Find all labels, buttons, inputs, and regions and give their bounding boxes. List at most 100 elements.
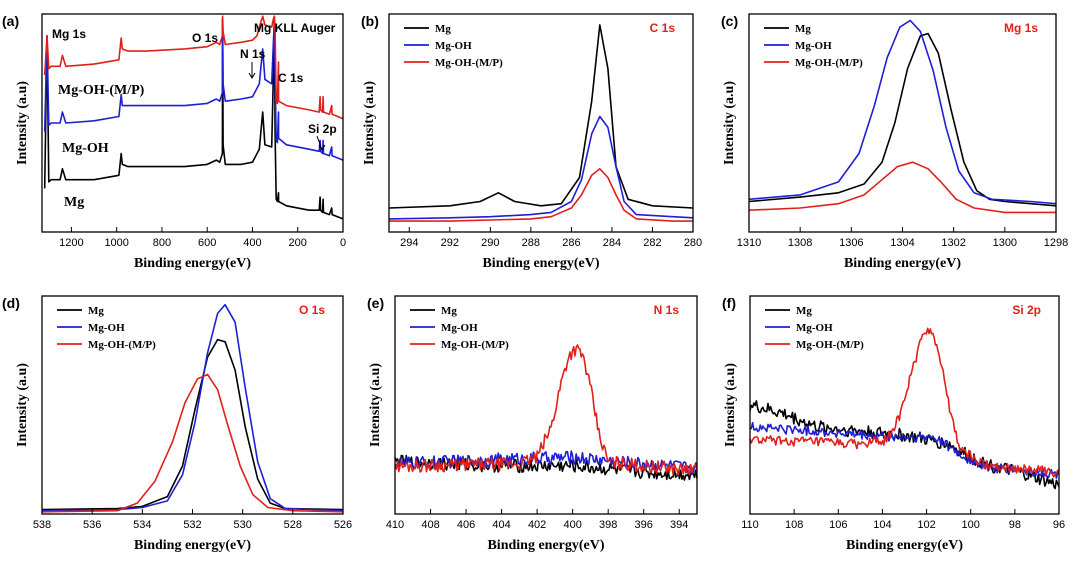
panel-f: 110 108 106 104 102 100 98 96 Binding energy(eV)… <box>722 295 1065 553</box>
peak-annotation: C 1s <box>278 71 304 85</box>
x-tick-label: 534 <box>133 519 151 531</box>
x-tick-label: 406 <box>457 519 475 531</box>
x-axis-label: Binding energy(eV) <box>482 256 599 271</box>
x-tick-label: 100 <box>962 519 980 531</box>
x-tick-label: 1000 <box>104 237 128 249</box>
panel-b: 294 292 290 288 286 284 282 280 Binding energy(e… <box>361 13 702 271</box>
x-tick-label: 528 <box>284 519 302 531</box>
series-line-mg-oh-m-p- <box>394 344 698 476</box>
peak-annotation: N 1s <box>240 47 266 61</box>
x-tick-label: 1306 <box>839 237 863 249</box>
series-line-mg-oh <box>748 19 1057 205</box>
panel-letter: (c) <box>721 13 738 29</box>
x-tick-label: 292 <box>441 237 459 249</box>
x-tick-label: 1200 <box>59 237 83 249</box>
x-tick-label: 1300 <box>993 237 1017 249</box>
x-tick-label: 294 <box>400 237 418 249</box>
legend-label: Mg-OH <box>795 40 832 52</box>
peak-annotation: Mg 1s <box>52 27 86 41</box>
legend-label: Mg-OH <box>435 40 472 52</box>
core-level-title: O 1s <box>299 303 325 317</box>
panel-e: 410 408 406 404 402 400 398 396 394 Binding energ… <box>367 295 698 553</box>
series-line-mg-oh <box>41 303 344 512</box>
x-tick-label: 286 <box>562 237 580 249</box>
peak-annotation: Mg KLL Auger <box>254 21 336 35</box>
peak-annotation: O 1s <box>192 31 218 45</box>
x-axis-label: Binding energy(eV) <box>134 256 251 271</box>
x-tick-label: 410 <box>386 519 404 531</box>
x-tick-label: 396 <box>635 519 653 531</box>
arrow-head-icon <box>318 144 326 151</box>
x-axis-label: Binding energy(eV) <box>134 538 251 553</box>
series-line-mg-oh-m-p- <box>43 15 344 120</box>
y-axis-label: Intensity (a.u) <box>362 81 377 165</box>
x-tick-label: 1308 <box>788 237 812 249</box>
series-line-mg-oh <box>749 421 1060 479</box>
x-axis-label: Binding energy(eV) <box>846 538 963 553</box>
x-tick-label: 1304 <box>890 237 914 249</box>
plot-frame <box>749 295 1060 515</box>
peak-annotation: Si 2p <box>308 122 337 136</box>
series-line-mg-oh-m-p- <box>749 327 1060 478</box>
x-tick-label: 538 <box>33 519 51 531</box>
x-tick-label: 1298 <box>1044 237 1068 249</box>
core-level-title: N 1s <box>654 303 680 317</box>
x-tick-label: 284 <box>603 237 621 249</box>
y-axis-label: Intensity (a.u) <box>15 363 30 447</box>
x-tick-label: 536 <box>83 519 101 531</box>
core-level-title: C 1s <box>650 21 676 35</box>
plot-frame <box>388 13 694 233</box>
legend-label: Mg-OH-(M/P) <box>435 57 503 69</box>
x-tick-label: 290 <box>481 237 499 249</box>
arrow-head-icon <box>248 72 256 79</box>
series-line-mg <box>748 32 1057 207</box>
panel-letter: (d) <box>2 295 20 311</box>
x-tick-label: 98 <box>1009 519 1021 531</box>
x-tick-label: 96 <box>1053 519 1065 531</box>
legend-label: Mg <box>796 305 812 317</box>
core-level-title: Mg 1s <box>1004 21 1038 35</box>
legend-label: Mg <box>795 23 811 35</box>
legend-label: Mg-OH <box>88 322 125 334</box>
x-tick-label: 110 <box>741 519 759 531</box>
plot-frame <box>394 295 698 515</box>
x-tick-label: 200 <box>289 237 307 249</box>
x-tick-label: 106 <box>829 519 847 531</box>
x-tick-label: 800 <box>153 237 171 249</box>
series-line-mg-oh-m-p- <box>389 168 693 222</box>
x-tick-label: 402 <box>528 519 546 531</box>
x-tick-label: 102 <box>917 519 935 531</box>
series-label: Mg-OH <box>62 141 109 156</box>
x-tick-label: 104 <box>873 519 891 531</box>
x-tick-label: 408 <box>421 519 439 531</box>
y-axis-label: Intensity (a.u) <box>15 81 30 165</box>
plot-frame <box>41 13 344 233</box>
y-axis-label: Intensity (a.u) <box>368 363 383 447</box>
legend-label: Mg-OH-(M/P) <box>88 339 156 351</box>
series-label: Mg-OH-(M/P) <box>58 83 145 98</box>
panel-c: 1310 1308 1306 1304 1302 1300 1298 Binding ener… <box>721 13 1068 271</box>
series-line-mg-oh <box>388 115 694 220</box>
panel-letter: (a) <box>2 13 19 29</box>
legend-label: Mg <box>435 23 451 35</box>
series-line-mg <box>43 17 344 220</box>
x-tick-label: 108 <box>785 519 803 531</box>
legend-label: Mg-OH <box>796 322 833 334</box>
x-axis-label: Binding energy(eV) <box>844 256 961 271</box>
legend-label: Mg-OH-(M/P) <box>441 339 509 351</box>
series-line-mg <box>41 338 344 511</box>
series-line-mg <box>749 400 1060 490</box>
x-tick-label: 394 <box>670 519 688 531</box>
series-label: Mg <box>64 195 84 210</box>
x-tick-label: 1310 <box>737 237 761 249</box>
x-tick-label: 1302 <box>941 237 965 249</box>
x-tick-label: 288 <box>522 237 540 249</box>
y-axis-label: Intensity (a.u) <box>723 363 738 447</box>
panel-d: 538 536 534 532 530 528 526 Binding energy(eV) I… <box>2 295 352 553</box>
x-tick-label: 282 <box>643 237 661 249</box>
panel-letter: (b) <box>361 13 379 29</box>
legend-label: Mg-OH-(M/P) <box>795 57 863 69</box>
x-axis-label: Binding energy(eV) <box>487 538 604 553</box>
x-tick-label: 404 <box>492 519 510 531</box>
x-tick-label: 400 <box>563 519 581 531</box>
